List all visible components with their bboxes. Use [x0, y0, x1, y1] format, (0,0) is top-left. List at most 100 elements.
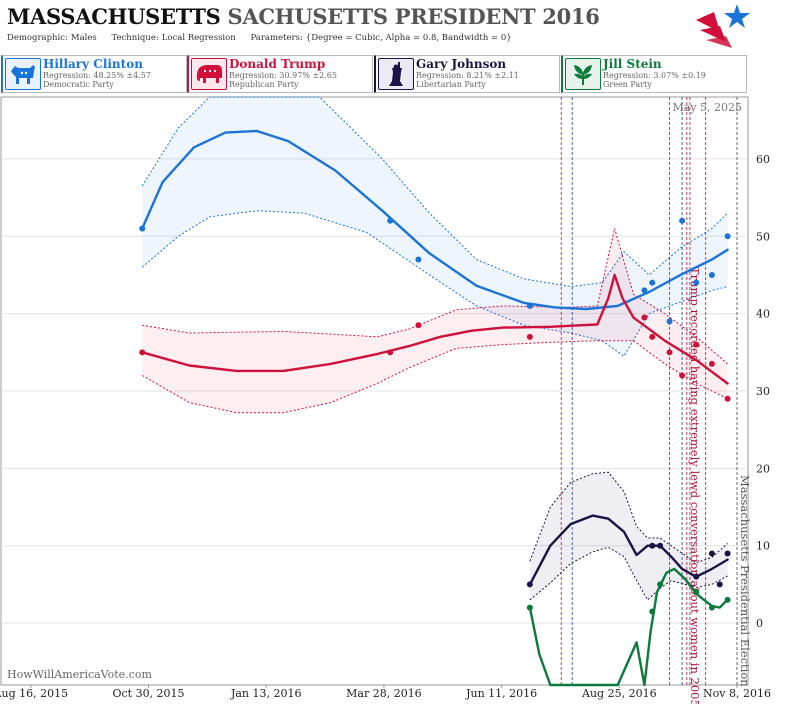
poll-point: [724, 550, 731, 557]
elephant-icon: [191, 58, 227, 90]
x-tick-label: Jun 11, 2016: [465, 687, 537, 700]
candidate-name: Jill Stein: [603, 57, 662, 71]
x-tick-label: Mar 28, 2016: [346, 687, 422, 700]
poll-point: [657, 581, 664, 588]
poll-point: [649, 333, 656, 340]
liberty-statue-icon: [378, 58, 414, 90]
donkey-icon: [5, 58, 41, 90]
poll-points: [139, 217, 731, 615]
candidate-legend: Hillary Clinton Regression: 48.25% ±4.57…: [0, 55, 789, 93]
candidate-regression: Regression: 48.25% ±4.57: [43, 71, 151, 80]
technique-value: Local Regression: [161, 33, 236, 43]
y-tick-label: 10: [756, 540, 770, 553]
regression-line: [141, 129, 729, 311]
poll-point: [666, 318, 673, 325]
candidate-card-trump[interactable]: Donald Trump Regression: 30.97% ±2.65 Re…: [187, 55, 373, 93]
poll-point: [641, 314, 648, 321]
y-tick-label: 30: [756, 385, 770, 398]
site-logo-icon[interactable]: [692, 2, 752, 50]
header: MASSACHUSETTS SACHUSETTS PRESIDENT 2016 …: [0, 0, 789, 52]
x-tick-label: Oct 30, 2015: [112, 687, 184, 700]
title-race: SACHUSETTS PRESIDENT 2016: [227, 4, 600, 29]
poll-point: [693, 573, 700, 580]
poll-point: [708, 550, 715, 557]
demographic-label: Demographic:: [7, 33, 68, 43]
poll-point: [526, 302, 533, 309]
parameters-label: Parameters:: [250, 33, 303, 43]
y-tick-label: 60: [756, 153, 770, 166]
event-markers: Trump recorded having extremely lewd con…: [560, 97, 752, 704]
poll-point: [641, 287, 648, 294]
poll-point: [724, 395, 731, 402]
parameters-value: {Degree = Cubic, Alpha = 0.8, Bandwidth …: [305, 33, 512, 43]
candidate-party: Democratic Party: [43, 80, 114, 89]
confidence-bands: [141, 96, 728, 601]
poll-point: [724, 233, 731, 240]
poll-point: [139, 349, 146, 356]
candidate-regression: Regression: 3.07% ±0.19: [603, 71, 706, 80]
x-tick-label: Aug 25, 2016: [581, 687, 657, 700]
poll-point: [724, 596, 731, 603]
poll-point: [526, 604, 533, 611]
x-tick-label: Nov 8, 2016: [703, 687, 771, 700]
candidate-party: Green Party: [603, 80, 652, 89]
poll-point: [666, 349, 673, 356]
candidate-regression: Regression: 30.97% ±2.65: [229, 71, 337, 80]
candidate-card-clinton[interactable]: Hillary Clinton Regression: 48.25% ±4.57…: [1, 55, 187, 93]
x-tick-label: Jan 13, 2016: [230, 687, 302, 700]
regression-line: [141, 273, 729, 385]
parameters-line: Demographic: Males Technique: Local Regres…: [7, 33, 524, 43]
candidate-party: Republican Party: [229, 80, 299, 89]
poll-point: [708, 604, 715, 611]
poll-point: [679, 217, 686, 224]
technique-label: Technique:: [111, 33, 159, 43]
poll-point: [679, 372, 686, 379]
event-label: Massachusetts Presidential Election: [738, 475, 752, 687]
poll-point: [526, 581, 533, 588]
poll-point: [526, 333, 533, 340]
lower-bound-line: [141, 210, 728, 357]
lower-bound-line: [529, 546, 728, 601]
date-stamp: May 5, 2025: [672, 101, 742, 114]
poll-point: [716, 581, 723, 588]
grid-lines: [0, 96, 749, 686]
y-tick-label: 20: [756, 462, 770, 475]
poll-point: [657, 542, 664, 549]
candidate-name: Hillary Clinton: [43, 57, 143, 71]
poll-point: [387, 349, 394, 356]
demographic-value: Males: [70, 33, 97, 43]
confidence-band: [529, 472, 728, 600]
x-tick-label: Aug 16, 2015: [0, 687, 68, 700]
poll-point: [415, 322, 422, 329]
candidate-card-stein[interactable]: Jill Stein Regression: 3.07% ±0.19 Green…: [561, 55, 747, 93]
leaf-icon: [565, 58, 601, 90]
candidate-name: Donald Trump: [229, 57, 326, 71]
upper-bound-line: [141, 96, 728, 288]
poll-point: [693, 341, 700, 348]
watermark: HowWillAmericaVote.com: [7, 668, 152, 681]
candidate-regression: Regression: 8.21% ±2.11: [416, 71, 519, 80]
poll-point: [649, 542, 656, 549]
axes: 0 10 20 30 40 50 60 Aug 16, 2015 Oct 30, 2015 Jan…: [0, 153, 771, 700]
confidence-band: [142, 228, 728, 413]
confidence-band: [142, 97, 728, 357]
upper-bound-line: [142, 228, 728, 365]
poll-point: [693, 279, 700, 286]
poll-point: [139, 225, 146, 232]
poll-point: [708, 271, 715, 278]
poll-point: [708, 360, 715, 367]
candidate-name: Gary Johnson: [416, 57, 507, 71]
candidate-card-johnson[interactable]: Gary Johnson Regression: 8.21% ±2.11 Lib…: [374, 55, 560, 93]
y-tick-label: 0: [756, 617, 763, 630]
y-tick-label: 40: [756, 308, 770, 321]
page-title: MASSACHUSETTS SACHUSETTS PRESIDENT 2016: [7, 4, 600, 29]
candidate-party: Libertarian Party: [416, 80, 486, 89]
poll-point: [415, 256, 422, 263]
upper-bound-line: [529, 471, 728, 564]
title-state: MASSACHUSETTS: [7, 4, 221, 29]
y-tick-label: 50: [756, 230, 770, 243]
poll-point: [649, 279, 656, 286]
poll-point: [387, 217, 394, 224]
poll-point: [649, 608, 656, 615]
